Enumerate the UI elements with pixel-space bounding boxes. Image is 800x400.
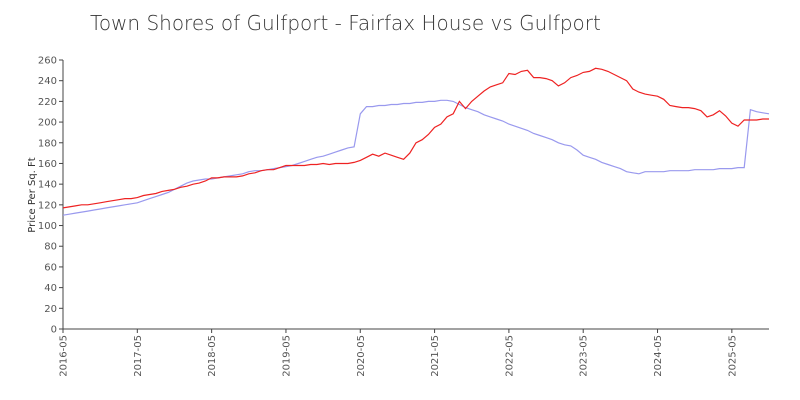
series-line xyxy=(62,67,769,209)
y-tick-label: 240 xyxy=(38,76,57,87)
y-tick-label: 200 xyxy=(38,118,57,129)
x-tick-label: 2025-05 xyxy=(727,335,738,377)
x-tick-label: 2024-05 xyxy=(653,335,664,377)
x-tick-label: 2017-05 xyxy=(133,335,144,377)
x-tick-label: 2019-05 xyxy=(281,335,292,377)
x-tick-label: 2020-05 xyxy=(356,335,367,377)
y-tick-label: 220 xyxy=(38,97,57,108)
x-tick-label: 2023-05 xyxy=(579,335,590,377)
y-tick-label: 160 xyxy=(38,159,57,170)
x-tick-label: 2021-05 xyxy=(430,335,441,377)
y-tick-label: 20 xyxy=(44,304,57,315)
y-tick-label: 140 xyxy=(38,180,57,191)
y-tick-label: 120 xyxy=(38,200,57,211)
y-tick-label: 0 xyxy=(51,325,57,336)
y-tick-label: 100 xyxy=(38,221,57,232)
y-tick-label: 40 xyxy=(44,283,57,294)
y-tick-label: 60 xyxy=(44,262,57,273)
y-axis-label: Price Per Sq. Ft xyxy=(27,157,38,232)
y-tick-label: 80 xyxy=(44,242,57,253)
x-tick-label: 2018-05 xyxy=(207,335,218,377)
y-tick-label: 180 xyxy=(38,138,57,149)
y-tick-label: 260 xyxy=(38,56,57,67)
x-tick-label: 2016-05 xyxy=(59,335,70,377)
chart-title: Town Shores of Gulfport - Fairfax House … xyxy=(90,11,601,35)
series-line xyxy=(62,99,770,216)
x-tick-label: 2022-05 xyxy=(504,335,515,377)
